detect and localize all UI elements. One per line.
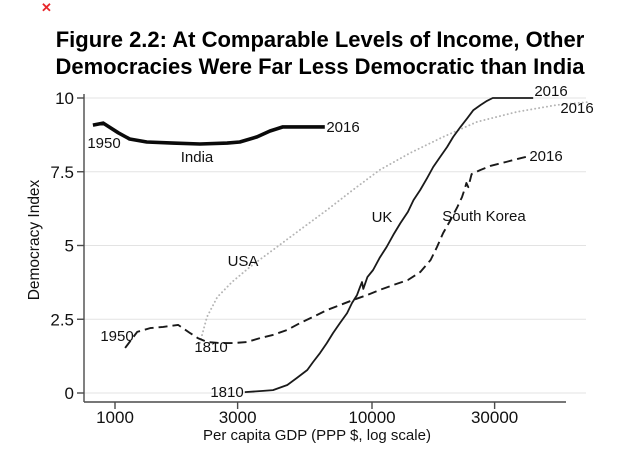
red-x-icon: ✕ [41, 0, 52, 15]
annotation-2016: 2016 [534, 83, 567, 100]
x-tick-label: 3000 [219, 408, 257, 427]
x-axis-title: Per capita GDP (PPP $, log scale) [203, 427, 431, 444]
y-tick-label: 10 [55, 89, 74, 108]
annotation-1810: 1810 [210, 384, 243, 401]
annotation-south-korea: South Korea [442, 208, 526, 225]
y-tick-label: 7.5 [50, 163, 74, 182]
annotation-india: India [181, 149, 214, 166]
series-line-south-korea [124, 155, 531, 349]
figure-title-line2: Democracies Were Far Less Democratic tha… [55, 53, 585, 79]
annotation-1950: 1950 [87, 135, 120, 152]
x-tick-label: 1000 [96, 408, 134, 427]
series-line-usa [198, 101, 589, 344]
figure-title: Figure 2.2: At Comparable Levels of Inco… [0, 27, 640, 80]
y-tick-label: 0 [65, 384, 74, 403]
annotation-usa: USA [228, 253, 259, 270]
y-tick-label: 2.5 [50, 310, 74, 329]
annotation-2016: 2016 [560, 100, 593, 117]
annotation-1950: 1950 [100, 328, 133, 345]
annotation-uk: UK [372, 209, 393, 226]
x-tick-label: 10000 [348, 408, 395, 427]
series-line-uk [244, 97, 534, 393]
annotation-2016: 2016 [326, 119, 359, 136]
y-axis-title: Democracy Index [26, 179, 43, 300]
y-tick-label: 5 [65, 237, 74, 256]
x-tick-label: 30000 [471, 408, 518, 427]
figure-title-line1: Figure 2.2: At Comparable Levels of Inco… [55, 27, 585, 52]
series-line-india [92, 121, 325, 146]
annotation-1810: 1810 [194, 339, 227, 356]
annotation-2016: 2016 [529, 148, 562, 165]
